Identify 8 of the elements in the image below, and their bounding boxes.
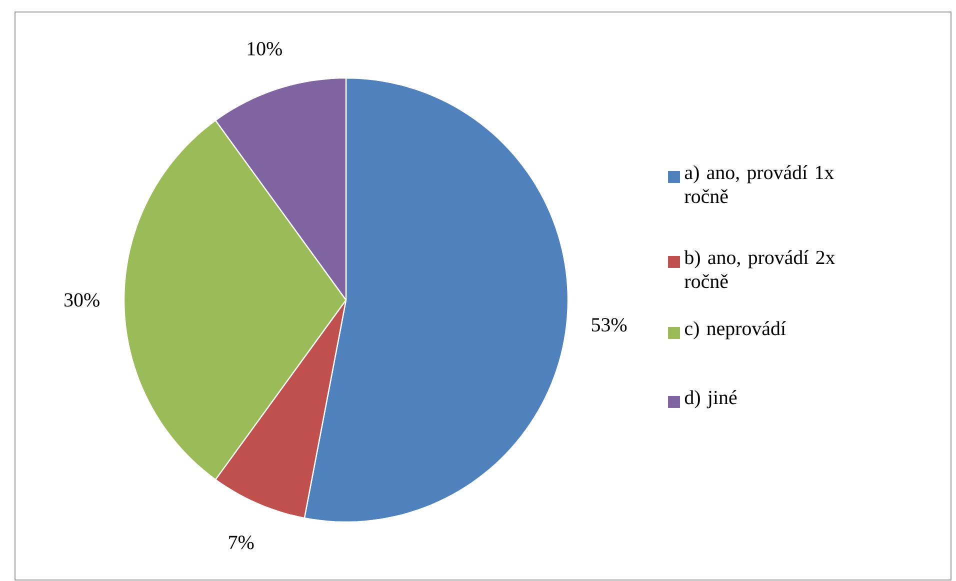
data-label: 10% [248,42,282,56]
legend-label: c) neprovádí [684,321,786,340]
data-label: 53% [592,318,627,332]
legend-label: d) jiné [684,390,737,408]
data-label: 7% [229,536,254,550]
data-label: 30% [64,293,100,307]
legend-label: b) ano, provádí 2x ročně [684,250,836,288]
legend-label: a) ano, provádí 1x ročně [684,165,834,204]
